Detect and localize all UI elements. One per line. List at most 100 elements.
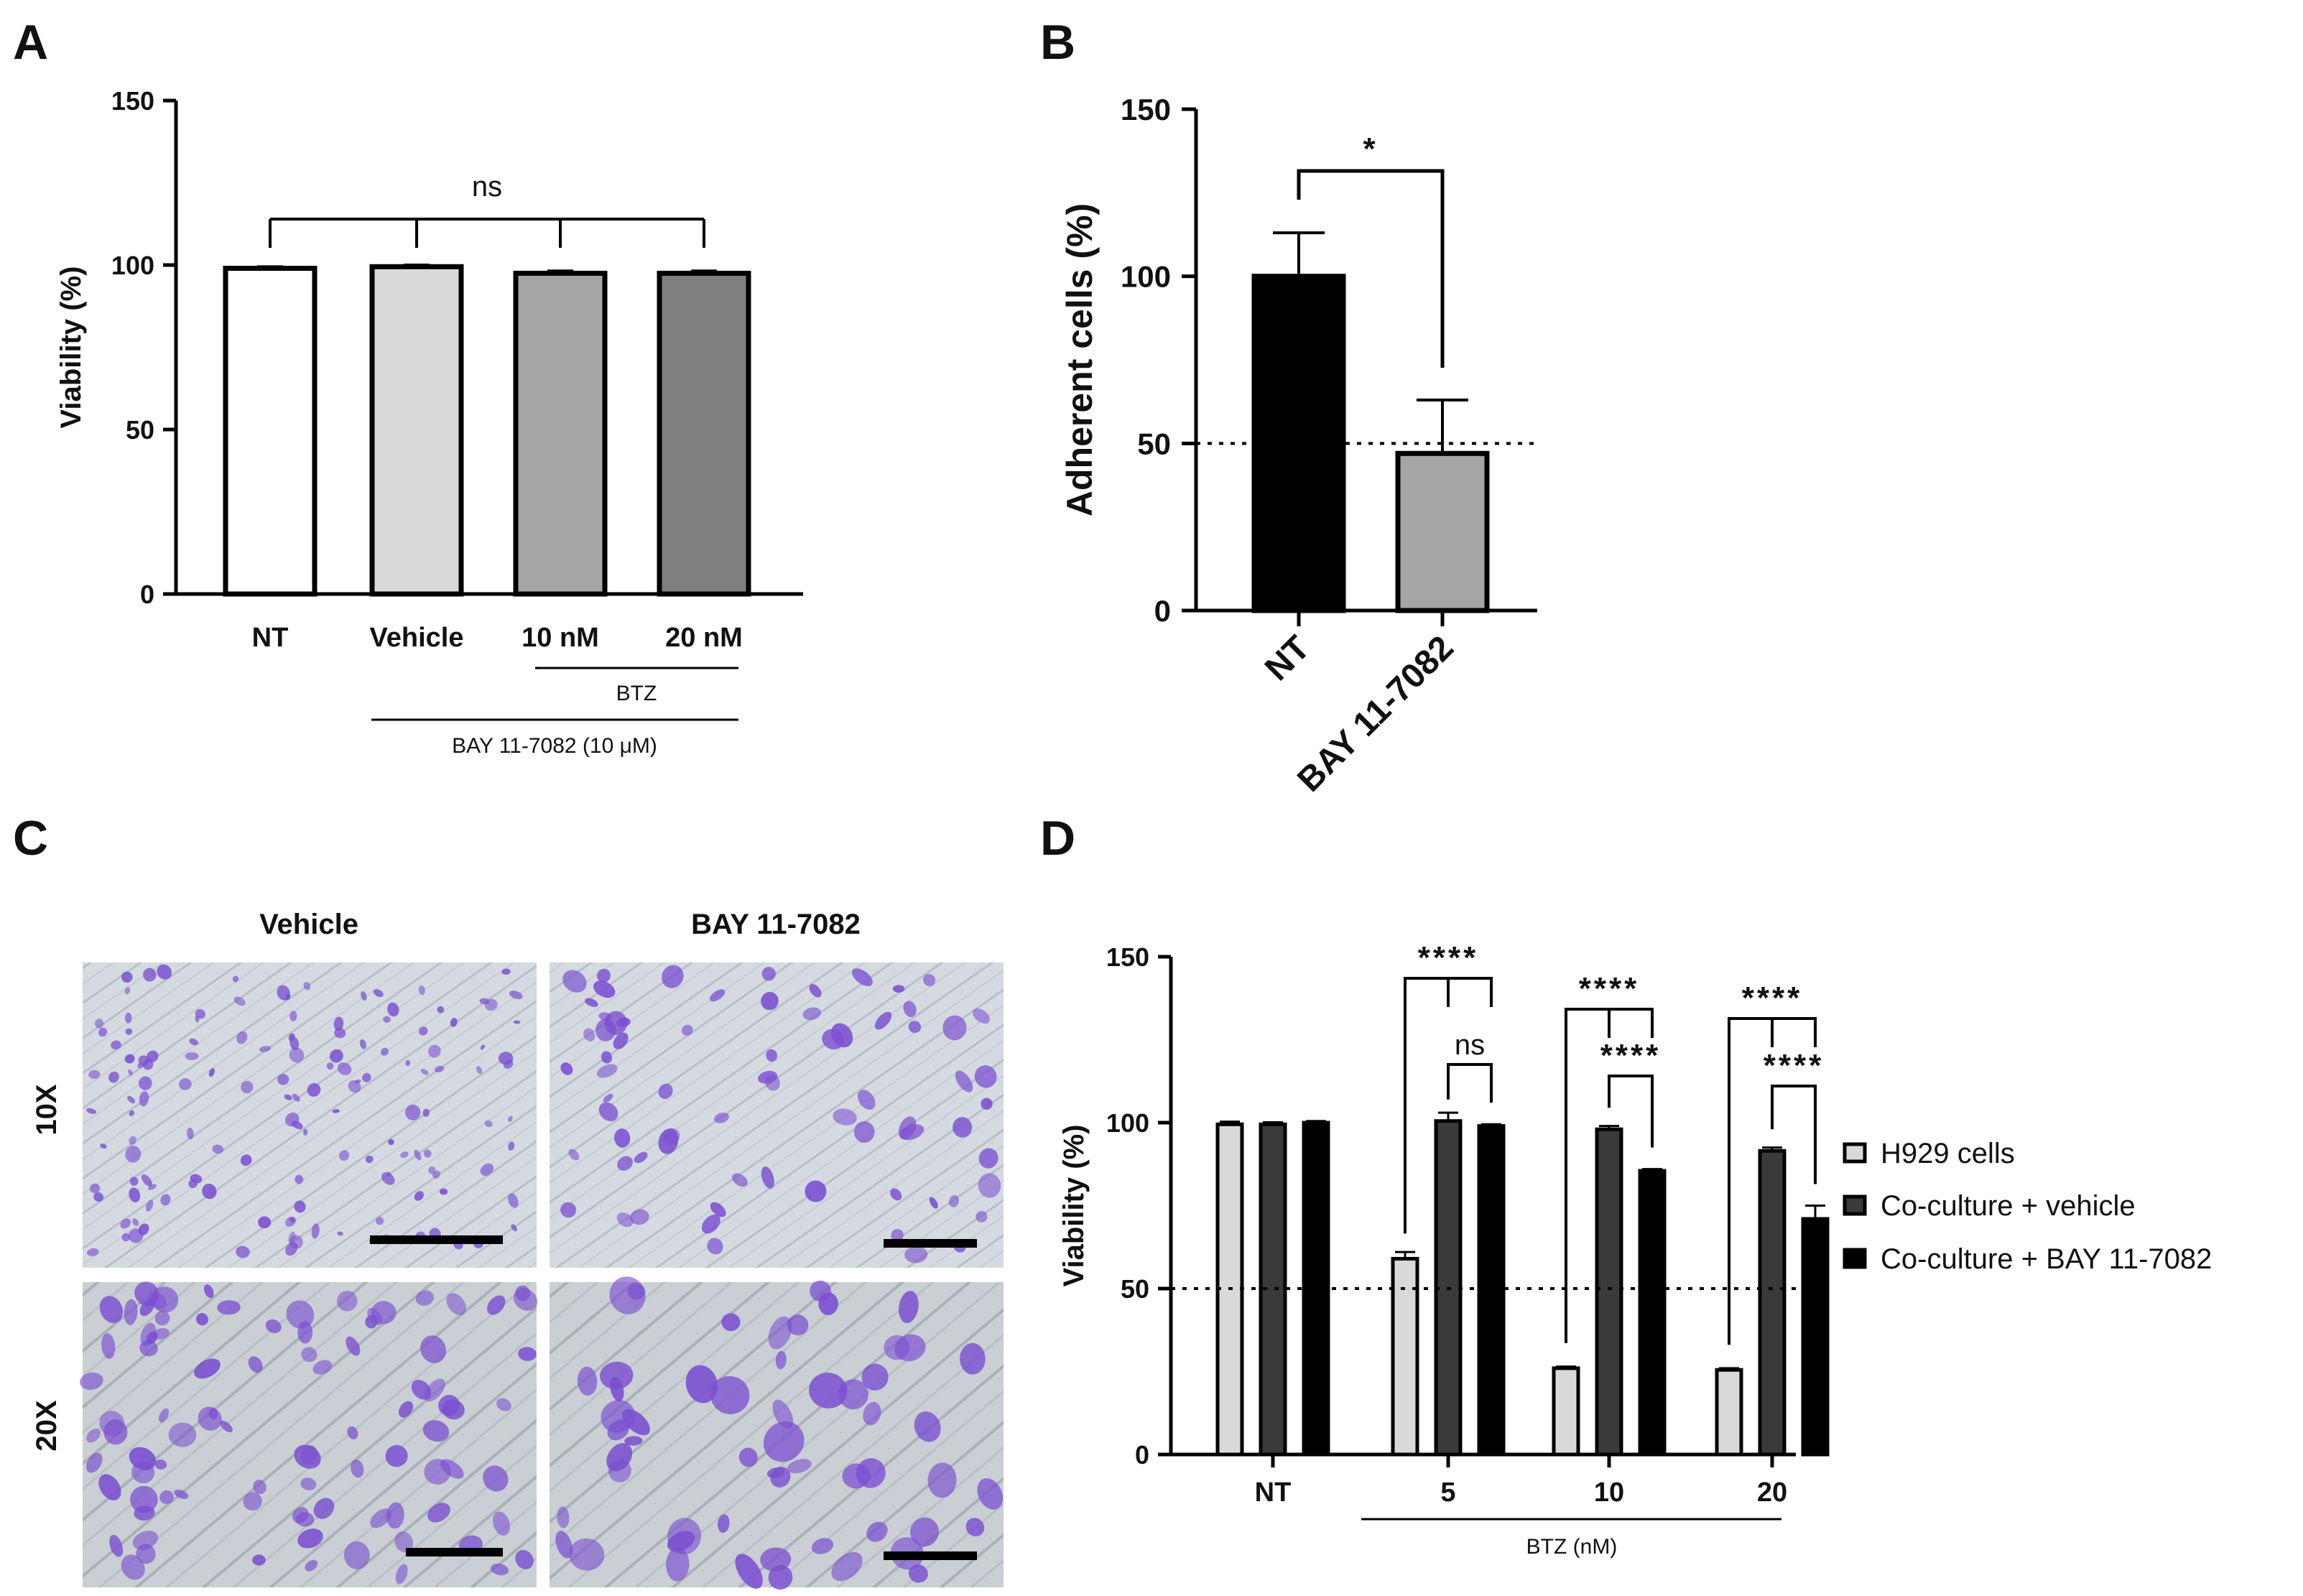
stained-cell	[125, 1028, 133, 1035]
stained-cell	[208, 1408, 218, 1420]
stained-cell	[157, 964, 172, 980]
stained-cell	[160, 1194, 171, 1206]
stained-cell	[603, 1093, 613, 1103]
stained-cell	[718, 1514, 730, 1534]
stained-cell	[174, 1489, 189, 1499]
stained-cell	[787, 1314, 809, 1336]
stained-cell	[555, 1531, 573, 1559]
stained-cell	[710, 1202, 726, 1217]
stained-cell	[139, 1091, 149, 1107]
x-tick-label: 20 nM	[665, 623, 743, 653]
stained-cell	[101, 1333, 116, 1359]
stained-cell	[121, 971, 133, 983]
stained-cell	[414, 1191, 424, 1201]
stained-cell	[346, 1336, 361, 1356]
significance-label: ns	[472, 171, 502, 203]
stained-cell	[927, 1462, 957, 1498]
x-tick-label: Vehicle	[370, 623, 464, 653]
stained-cell	[508, 1141, 515, 1151]
stained-cell	[732, 1173, 748, 1187]
group-label: BTZ	[616, 682, 657, 705]
stained-cell	[630, 1209, 649, 1225]
stained-cell	[312, 1360, 333, 1375]
stained-cell	[121, 1233, 131, 1242]
stained-cell	[496, 1398, 511, 1411]
stained-cell	[422, 1108, 430, 1117]
stained-cell	[608, 1459, 631, 1483]
stained-cell	[305, 1559, 318, 1572]
bar	[1552, 1366, 1580, 1457]
stained-cell	[343, 1541, 370, 1569]
stained-cell	[714, 1112, 729, 1123]
stained-cell	[292, 1507, 309, 1523]
stained-cell	[127, 1095, 136, 1104]
stained-cell	[419, 1026, 428, 1036]
stained-cell	[124, 1012, 132, 1024]
stained-cell	[354, 1079, 361, 1084]
stained-cell	[387, 1002, 399, 1017]
stained-cell	[892, 985, 905, 993]
y-tick-label: 100	[1121, 260, 1171, 294]
stained-cell	[286, 1300, 315, 1329]
stained-cell	[977, 1478, 1004, 1510]
stained-cell	[414, 1149, 422, 1161]
stained-cell	[450, 1018, 458, 1027]
stained-cell	[898, 1116, 917, 1140]
stained-cell	[904, 1246, 928, 1263]
stained-cell	[833, 1108, 857, 1126]
panel-letter-d: D	[1040, 811, 1075, 866]
stained-cell	[766, 1467, 785, 1478]
y-tick-label: 50	[126, 415, 154, 445]
stained-cell	[861, 1363, 889, 1391]
stained-cell	[187, 1127, 194, 1140]
bar	[1477, 1124, 1506, 1457]
stained-cell	[415, 1290, 435, 1306]
significance-label: ****	[1764, 1048, 1825, 1083]
stained-cell	[738, 1447, 758, 1467]
stained-cell	[121, 1554, 145, 1580]
stained-cell	[763, 1421, 805, 1462]
x-tick-label: 10	[1594, 1477, 1624, 1508]
legend-label: Co-culture + BAY 11-7082	[1881, 1243, 2212, 1275]
stained-cell	[399, 1401, 414, 1418]
stained-cell	[663, 1128, 680, 1145]
stained-cell	[124, 1299, 138, 1325]
panel-letter-b: B	[1040, 15, 1075, 70]
stained-cell	[610, 1376, 624, 1402]
stained-cell	[365, 1155, 374, 1164]
stained-cell	[831, 1023, 853, 1048]
stained-cell	[146, 1200, 154, 1212]
stained-cell	[634, 1151, 648, 1164]
stained-cell	[405, 1059, 411, 1067]
stained-cell	[866, 1521, 888, 1542]
y-tick-label: 0	[1135, 1440, 1149, 1470]
stained-cell	[288, 1231, 296, 1244]
stained-cell	[313, 1498, 335, 1519]
stained-cell	[159, 1490, 174, 1504]
stained-cell	[94, 1019, 104, 1029]
stained-cell	[701, 1214, 720, 1234]
chart-d: 0 50 100 150 Viability (%) NT 5 10 20 BTZ (nM) ***…	[1058, 940, 2212, 1559]
stained-cells	[80, 964, 1004, 1590]
stained-cell	[476, 1066, 483, 1075]
stained-cell	[400, 1151, 409, 1159]
y-tick-label: 150	[1106, 942, 1149, 972]
stained-cell	[240, 1154, 252, 1166]
stained-cell	[616, 1212, 634, 1228]
stained-cell	[709, 989, 726, 1002]
stained-cell	[604, 1011, 628, 1036]
stained-cell	[248, 1356, 263, 1373]
stained-cell	[98, 1474, 121, 1500]
bar	[657, 270, 751, 597]
stained-cell	[179, 1078, 192, 1090]
scale-bar	[406, 1548, 503, 1556]
scale-bar	[884, 1239, 977, 1248]
stained-cell	[295, 1174, 304, 1184]
stained-cell	[333, 1016, 344, 1031]
stained-cell	[288, 1033, 295, 1041]
stained-cell	[375, 1217, 384, 1225]
stained-cell	[560, 1062, 573, 1075]
stained-cell	[577, 1366, 598, 1396]
stained-cell	[909, 1517, 940, 1547]
stained-cell	[487, 1295, 506, 1315]
